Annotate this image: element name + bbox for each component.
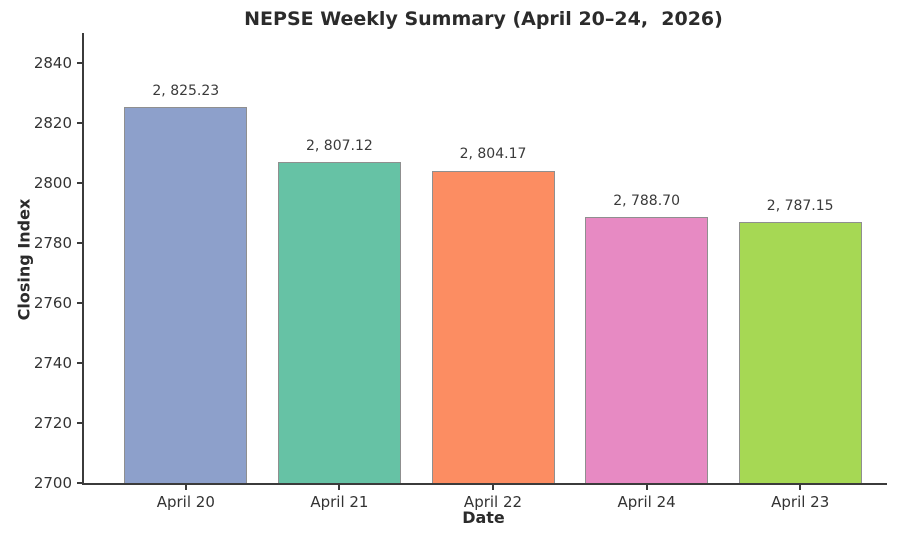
x-tick-label-april-20: April 20 [156, 493, 215, 511]
y-tick-mark [77, 482, 82, 484]
y-tick-label: 2740 [33, 354, 72, 372]
bar-april-23 [738, 221, 862, 483]
x-tick-mark [492, 485, 494, 490]
x-tick-label-april-21: April 21 [310, 493, 369, 511]
y-axis-label: Closing Index [14, 198, 34, 321]
bar-april-21 [277, 161, 401, 483]
y-tick-mark [77, 62, 82, 64]
y-tick-label: 2820 [33, 114, 72, 132]
y-tick-label: 2780 [33, 234, 72, 252]
bar-value-label-april-23: 2, 787.15 [766, 197, 834, 214]
x-tick-label-april-22: April 22 [463, 493, 523, 511]
bar-april-24 [585, 216, 709, 483]
x-tick-mark [338, 485, 341, 490]
y-tick-label: 2720 [33, 414, 72, 432]
bar-april-22 [431, 170, 555, 483]
y-tick-label: 2700 [33, 474, 72, 492]
bar-april-20 [124, 107, 248, 483]
x-tick-label-april-23: April 23 [771, 493, 830, 511]
y-tick-mark [77, 122, 82, 124]
bar-value-label-april-24: 2, 788.70 [613, 192, 680, 209]
y-tick-mark [77, 242, 82, 244]
y-tick-mark [77, 302, 82, 304]
x-tick-mark [799, 485, 802, 490]
x-tick-label-april-24: April 24 [617, 493, 676, 511]
y-tick-label: 2840 [33, 54, 72, 72]
y-tick-mark [77, 362, 82, 364]
y-tick-label: 2760 [33, 294, 72, 312]
bar-value-label-april-20: 2, 825.23 [152, 83, 220, 100]
y-tick-label: 2800 [33, 174, 72, 192]
y-tick-mark [77, 422, 82, 424]
x-tick-mark [645, 485, 648, 490]
x-tick-mark [184, 485, 187, 490]
plot-area: 2700 2720 2740 2760 2780 2800 2820 2840 2, 825.… [34, 33, 887, 511]
y-tick-mark [77, 182, 82, 184]
bar-value-label-april-22: 2, 804.17 [459, 146, 527, 163]
chart-title: NEPSE Weekly Summary (April 20–24, 2026) [244, 8, 723, 30]
x-axis-label: Date [462, 508, 505, 527]
bar-value-label-april-21: 2, 807.12 [305, 137, 373, 154]
